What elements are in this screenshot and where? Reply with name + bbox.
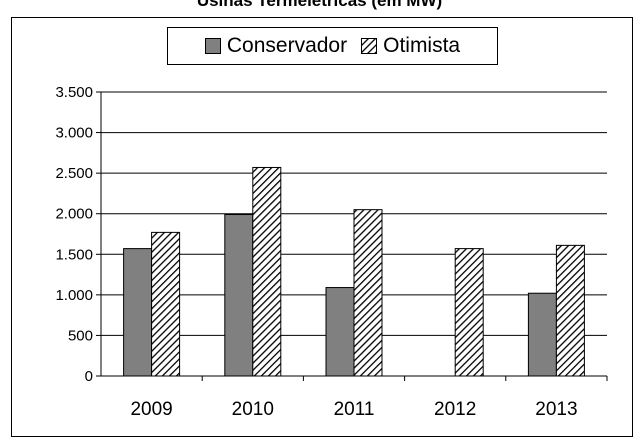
y-tick-label: 2.500 [55,165,93,182]
x-tick-label: 2011 [334,399,375,420]
bar-conservador-2011 [325,287,355,377]
legend-swatch-otimista [361,38,378,54]
x-tick-label: 2012 [434,399,476,420]
y-tick-label: 3.500 [55,84,93,101]
x-tick-label: 2010 [232,399,274,420]
legend-item-conservador: Conservador [204,34,348,58]
y-tick-label: 0 [85,368,93,385]
y-tick-label: 2.000 [55,206,93,223]
y-tick-label: 3.000 [55,125,93,142]
legend-item-otimista: Otimista [361,34,460,58]
legend: Conservador Otimista [167,27,498,65]
x-tick-label: 2009 [130,399,172,420]
y-tick-label: 1.000 [55,287,93,304]
x-tick-label: 2013 [535,399,577,420]
y-tick-label: 1.500 [55,246,93,263]
bar-otimista-2012 [454,248,484,377]
legend-label-conservador: Conservador [226,34,348,57]
bar-otimista-2010 [252,166,282,377]
y-tick-label: 500 [68,327,93,344]
bar-otimista-2013 [555,244,585,377]
chart-title: Usinas Termelétricas (em MW) [196,0,443,10]
bar-otimista-2011 [353,209,383,377]
bar-conservador-2010 [224,214,254,377]
bar-conservador-2013 [527,292,557,377]
legend-label-otimista: Otimista [383,34,461,57]
bar-conservador-2009 [123,248,153,377]
bar-otimista-2009 [151,231,181,377]
legend-swatch-conservador [204,38,221,54]
